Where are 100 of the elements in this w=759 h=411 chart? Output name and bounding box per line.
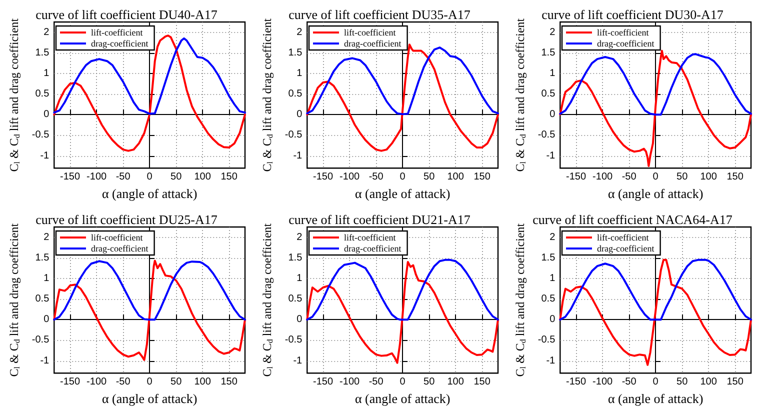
x-tick-label: 100 [447,172,464,183]
y-tick-label: 1.5 [35,252,50,264]
legend-label: lift-coefficient [91,28,144,38]
legend-label: lift-coefficient [597,232,650,242]
x-tick-label: -150 [60,376,80,388]
chart-title: curve of lift coefficient DU30-A17 [542,7,724,22]
y-tick-label: -0.5 [538,334,556,346]
y-tick-label: 1.5 [288,47,303,58]
y-axis-title: Cl & Cd lift and drag coefficient [7,222,22,377]
x-tick-label: -150 [566,376,586,388]
x-axis-title: α (angle of attack) [608,186,704,201]
y-tick-label: 1.5 [541,252,556,264]
legend-label: drag-coefficient [344,244,402,254]
y-tick-label: 0 [550,314,556,326]
legend-label: lift-coefficient [344,28,396,38]
y-tick-label: 0 [44,109,50,120]
y-axis-title: Cl & Cd lift and drag coefficient [260,18,274,172]
line-series [53,260,246,321]
legend-label: lift-coefficient [91,232,144,242]
y-tick-label: 0 [296,314,303,326]
x-tick-label: 0 [146,376,153,388]
x-tick-label: -150 [60,172,80,183]
chart-title: curve of lift coefficient NACA64-A17 [532,212,733,227]
x-tick-label: 50 [424,376,436,388]
x-tick-label: 0 [400,376,406,388]
chart-title: curve of lift coefficient DU25-A17 [36,212,218,227]
x-tick-label: -150 [313,376,334,388]
x-tick-label: 50 [170,172,182,183]
x-tick-label: -50 [622,376,637,388]
x-tick-label: 150 [474,172,491,183]
y-tick-label: 0 [550,109,556,120]
y-axis-title: Cl & Cd lift and drag coefficient [260,222,274,377]
x-tick-label: 100 [447,376,464,388]
x-tick-label: 150 [220,172,238,183]
y-axis-title: Cl & Cd lift and drag coefficient [513,222,528,377]
x-axis-title: α (angle of attack) [102,391,198,406]
y-tick-label: -1 [546,355,556,366]
line-series [559,53,752,116]
x-tick-label: 150 [726,172,744,183]
y-tick-label: 1 [44,272,50,284]
x-axis-title: α (angle of attack) [608,391,704,406]
y-tick-label: 1.5 [35,47,50,58]
x-tick-label: -100 [86,376,107,388]
x-tick-label: 50 [676,172,688,183]
legend-label: drag-coefficient [91,244,149,254]
x-tick-label: -50 [368,172,384,183]
x-tick-label: -50 [622,172,637,183]
line-series [559,258,752,321]
y-tick-label: 1 [550,68,556,79]
y-tick-label: 2 [296,232,303,243]
x-axis-title: α (angle of attack) [354,391,450,406]
y-tick-label: 2 [550,232,556,243]
y-tick-label: 2 [550,26,556,38]
x-tick-label: 150 [220,376,238,388]
x-tick-label: -150 [566,172,586,183]
line-series [53,34,246,152]
y-tick-label: -0.5 [32,130,50,141]
y-tick-label: 2 [44,232,50,243]
x-tick-label: 0 [400,172,406,183]
y-tick-label: -0.5 [284,334,303,346]
line-series [306,46,499,116]
y-tick-label: 1.5 [288,252,303,264]
x-tick-label: 0 [652,172,659,183]
x-tick-label: -100 [340,376,360,388]
y-tick-label: 1 [550,272,556,284]
y-tick-label: 0.5 [288,88,303,100]
x-tick-label: 100 [194,172,212,183]
y-tick-label: 2 [44,26,50,38]
y-tick-label: -0.5 [284,130,303,141]
x-tick-label: 100 [194,376,212,388]
y-tick-label: 1 [296,272,303,284]
y-axis-title: Cl & Cd lift and drag coefficient [7,18,22,172]
x-tick-label: -50 [368,376,384,388]
x-tick-label: 0 [146,172,153,183]
legend-label: lift-coefficient [597,28,650,38]
legend-label: drag-coefficient [597,38,655,48]
y-tick-label: -1 [293,355,303,366]
line-series [559,258,752,366]
x-tick-label: 150 [474,376,491,388]
x-tick-label: 150 [726,376,744,388]
legend-label: lift-coefficient [344,232,396,242]
chart-title: curve of lift coefficient DU21-A17 [288,212,471,227]
y-tick-label: 0.5 [288,294,303,305]
y-axis-title: Cl & Cd lift and drag coefficient [513,18,528,172]
x-tick-label: 100 [700,172,718,183]
x-tick-label: -100 [592,376,613,388]
y-tick-label: 2 [296,26,303,38]
line-series [53,260,246,361]
y-tick-label: 0.5 [35,88,50,100]
y-tick-label: 1 [44,68,50,79]
x-tick-label: -150 [313,172,334,183]
y-tick-label: 1 [296,68,303,79]
x-axis-title: α (angle of attack) [354,186,450,201]
line-series [53,37,246,115]
x-axis-title: α (angle of attack) [102,186,198,201]
x-tick-label: -100 [340,172,360,183]
line-series [306,260,499,364]
y-tick-label: 0 [44,314,50,326]
legend-label: drag-coefficient [91,38,149,48]
y-tick-label: -1 [40,150,50,162]
